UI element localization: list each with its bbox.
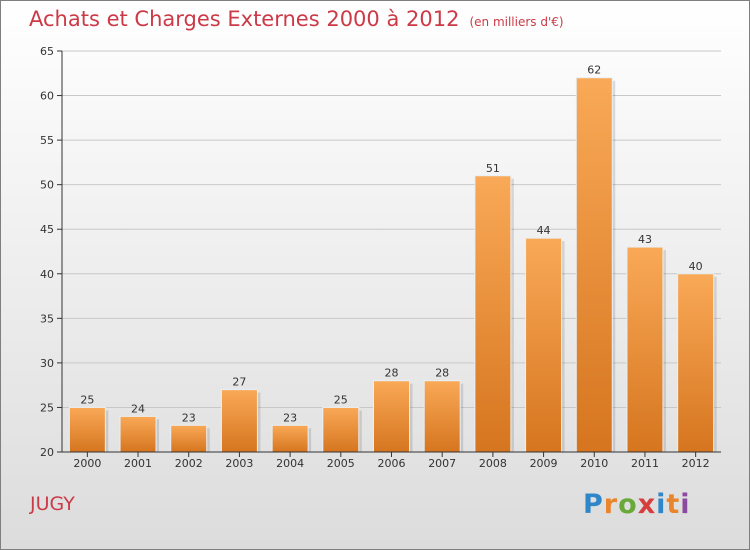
x-tick-label: 2005 [327, 457, 355, 470]
x-tick-label: 2001 [124, 457, 152, 470]
y-tick-label: 45 [40, 223, 54, 236]
bar [170, 424, 208, 453]
bar [119, 415, 157, 453]
data-label: 28 [385, 367, 399, 380]
bar [474, 175, 512, 453]
x-tick-label: 2006 [378, 457, 406, 470]
y-tick-label: 55 [40, 134, 54, 147]
data-label: 28 [435, 367, 449, 380]
data-label: 44 [537, 224, 551, 237]
chart-title-text: Achats et Charges Externes 2000 à 2012 [29, 7, 460, 31]
grid-lines [62, 50, 721, 408]
data-label: 43 [638, 233, 652, 246]
x-tick-label: 2004 [276, 457, 304, 470]
data-label: 62 [587, 64, 601, 77]
x-tick-label: 2002 [175, 457, 203, 470]
y-tick-label: 50 [40, 179, 54, 192]
labels: 20 25 30 35 40 45 50 55 60 65 25 2000 24 2001 23 2002 27… [40, 45, 710, 470]
bar-chart: 20 25 30 35 40 45 50 55 60 65 25 2000 24 2001 23 2002 27… [40, 45, 721, 470]
y-tick-label: 35 [40, 312, 54, 325]
bar [271, 424, 309, 453]
data-label: 40 [689, 260, 703, 273]
y-tick-label: 25 [40, 401, 54, 414]
y-tick-label: 40 [40, 268, 54, 281]
x-tick-label: 2010 [580, 457, 608, 470]
data-label: 23 [283, 411, 297, 424]
bar [626, 246, 664, 453]
chart-title: Achats et Charges Externes 2000 à 2012 (e… [29, 7, 564, 31]
bar [373, 380, 410, 453]
proxiti-logo: Proxiti [583, 489, 691, 520]
data-label: 24 [131, 402, 145, 415]
commune-name: JUGY [30, 493, 75, 515]
chart-subtitle: (en milliers d'€) [469, 15, 564, 29]
bar [575, 77, 613, 453]
data-label: 25 [80, 393, 94, 406]
axes [57, 50, 721, 457]
y-tick-label: 65 [40, 45, 54, 58]
x-tick-label: 2008 [479, 457, 507, 470]
x-tick-label: 2012 [682, 457, 710, 470]
data-label: 27 [232, 376, 246, 389]
y-tick-label: 60 [40, 90, 54, 103]
x-tick-label: 2003 [225, 457, 253, 470]
bar [68, 406, 106, 453]
data-label: 51 [486, 162, 500, 175]
data-label: 23 [182, 411, 196, 424]
bar [525, 237, 563, 453]
x-tick-label: 2007 [428, 457, 456, 470]
bars [68, 77, 717, 453]
bar [677, 273, 715, 453]
bar [322, 406, 360, 453]
y-tick-label: 20 [40, 446, 54, 459]
x-tick-label: 2000 [73, 457, 101, 470]
bar [423, 380, 461, 453]
x-tick-label: 2011 [631, 457, 659, 470]
bar [220, 389, 258, 453]
y-tick-label: 30 [40, 357, 54, 370]
x-tick-label: 2009 [530, 457, 558, 470]
data-label: 25 [334, 393, 348, 406]
